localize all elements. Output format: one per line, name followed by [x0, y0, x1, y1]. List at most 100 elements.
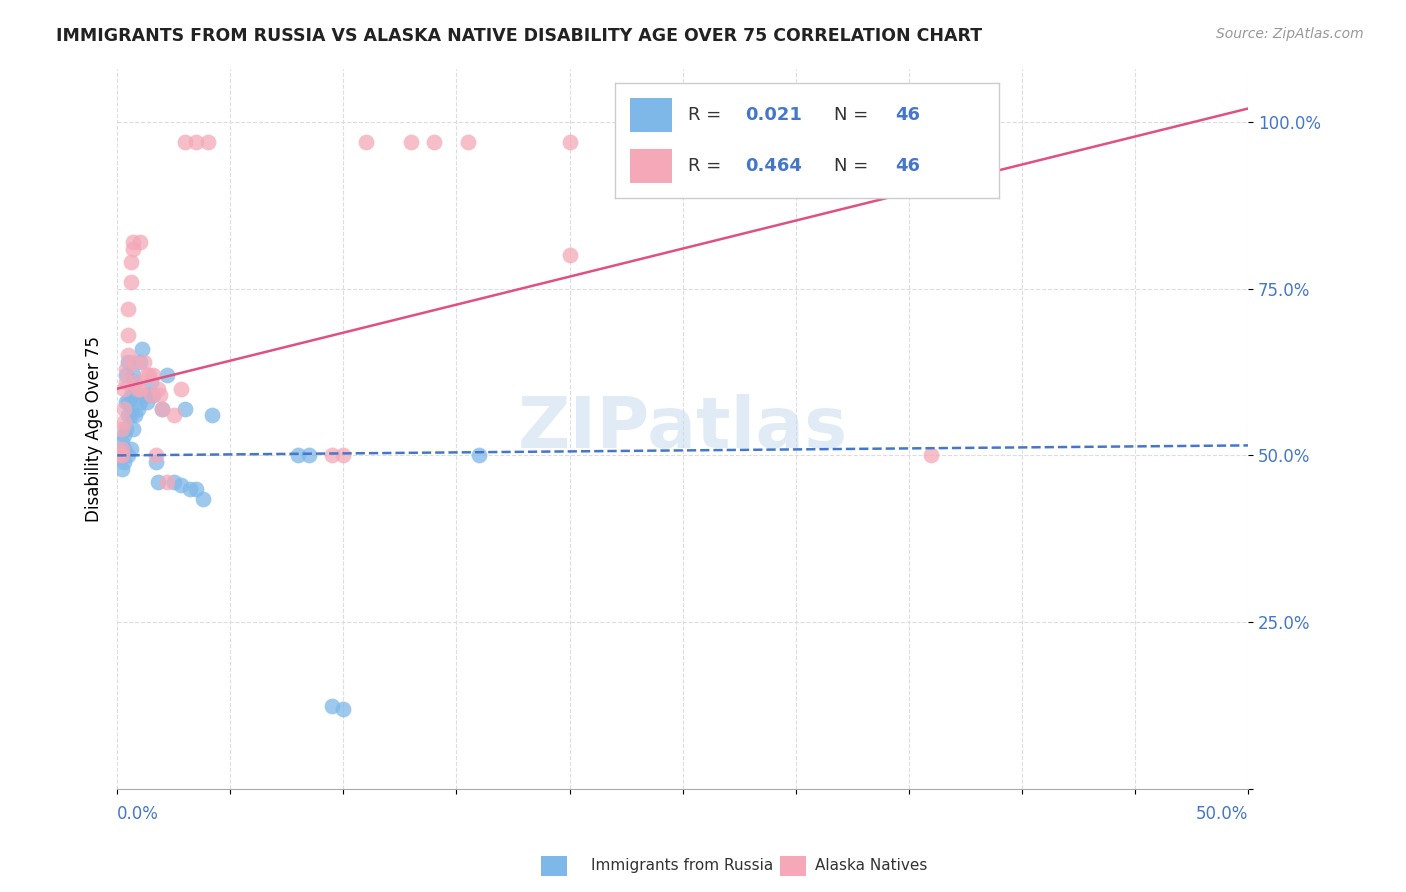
- Point: [152, 401, 174, 416]
- Point: [111, 435, 134, 450]
- Point: [135, 368, 157, 383]
- Point: [135, 395, 157, 409]
- Point: [124, 375, 146, 389]
- Text: Alaska Natives: Alaska Natives: [815, 858, 928, 872]
- Point: [117, 395, 139, 409]
- Point: [457, 135, 479, 149]
- Point: [169, 478, 191, 492]
- Point: [191, 491, 214, 506]
- Point: [139, 388, 162, 402]
- Point: [127, 401, 149, 416]
- Point: [174, 401, 197, 416]
- Point: [124, 375, 146, 389]
- Point: [120, 442, 142, 456]
- Point: [146, 475, 169, 489]
- Point: [115, 422, 138, 436]
- Point: [128, 355, 150, 369]
- Point: [120, 275, 142, 289]
- Point: [138, 388, 160, 402]
- Point: [122, 422, 145, 436]
- Point: [127, 382, 149, 396]
- Point: [128, 235, 150, 249]
- Point: [558, 248, 581, 262]
- Point: [108, 449, 131, 463]
- Point: [354, 135, 377, 149]
- Point: [186, 135, 208, 149]
- Point: [112, 442, 135, 456]
- Point: [321, 698, 343, 713]
- Point: [128, 382, 150, 396]
- Point: [117, 449, 139, 463]
- Text: ZIPatlas: ZIPatlas: [517, 394, 848, 463]
- Point: [298, 449, 321, 463]
- Point: [287, 449, 309, 463]
- Point: [197, 135, 219, 149]
- Point: [122, 235, 145, 249]
- Point: [558, 135, 581, 149]
- Point: [131, 342, 153, 356]
- Point: [124, 409, 146, 423]
- Point: [115, 368, 138, 383]
- Point: [122, 388, 145, 402]
- Point: [115, 361, 138, 376]
- Point: [332, 449, 354, 463]
- Point: [117, 328, 139, 343]
- Point: [112, 455, 135, 469]
- Point: [142, 388, 165, 402]
- Point: [108, 445, 131, 459]
- Point: [134, 388, 156, 402]
- Point: [145, 455, 167, 469]
- Point: [169, 382, 191, 396]
- Point: [399, 135, 422, 149]
- Point: [120, 409, 142, 423]
- Point: [179, 482, 201, 496]
- Point: [174, 135, 197, 149]
- Point: [122, 242, 145, 256]
- Point: [321, 449, 343, 463]
- Point: [120, 388, 142, 402]
- Point: [920, 449, 942, 463]
- Text: Source: ZipAtlas.com: Source: ZipAtlas.com: [1216, 27, 1364, 41]
- Point: [117, 301, 139, 316]
- Point: [149, 388, 172, 402]
- Point: [112, 415, 135, 429]
- Text: 50.0%: 50.0%: [1195, 805, 1249, 823]
- Point: [117, 409, 139, 423]
- Point: [108, 449, 131, 463]
- Point: [423, 135, 446, 149]
- Point: [139, 375, 162, 389]
- Text: 0.0%: 0.0%: [117, 805, 159, 823]
- Point: [468, 449, 491, 463]
- Point: [111, 461, 134, 475]
- Point: [156, 475, 179, 489]
- Point: [111, 442, 134, 456]
- Point: [201, 409, 224, 423]
- Point: [163, 409, 186, 423]
- Point: [117, 355, 139, 369]
- Point: [156, 368, 179, 383]
- Point: [112, 428, 135, 442]
- Point: [186, 482, 208, 496]
- Point: [163, 475, 186, 489]
- Point: [145, 449, 167, 463]
- Point: [117, 348, 139, 362]
- Point: [112, 382, 135, 396]
- Point: [120, 255, 142, 269]
- Point: [332, 702, 354, 716]
- Point: [138, 368, 160, 383]
- Point: [128, 395, 150, 409]
- Point: [134, 355, 156, 369]
- Point: [142, 368, 165, 383]
- Text: IMMIGRANTS FROM RUSSIA VS ALASKA NATIVE DISABILITY AGE OVER 75 CORRELATION CHART: IMMIGRANTS FROM RUSSIA VS ALASKA NATIVE …: [56, 27, 983, 45]
- Point: [124, 355, 146, 369]
- Point: [146, 382, 169, 396]
- Y-axis label: Disability Age Over 75: Disability Age Over 75: [86, 335, 103, 522]
- Point: [115, 395, 138, 409]
- Point: [152, 401, 174, 416]
- Text: Immigrants from Russia: Immigrants from Russia: [591, 858, 773, 872]
- Point: [111, 449, 134, 463]
- Point: [111, 422, 134, 436]
- Point: [112, 401, 135, 416]
- Point: [115, 375, 138, 389]
- Point: [122, 368, 145, 383]
